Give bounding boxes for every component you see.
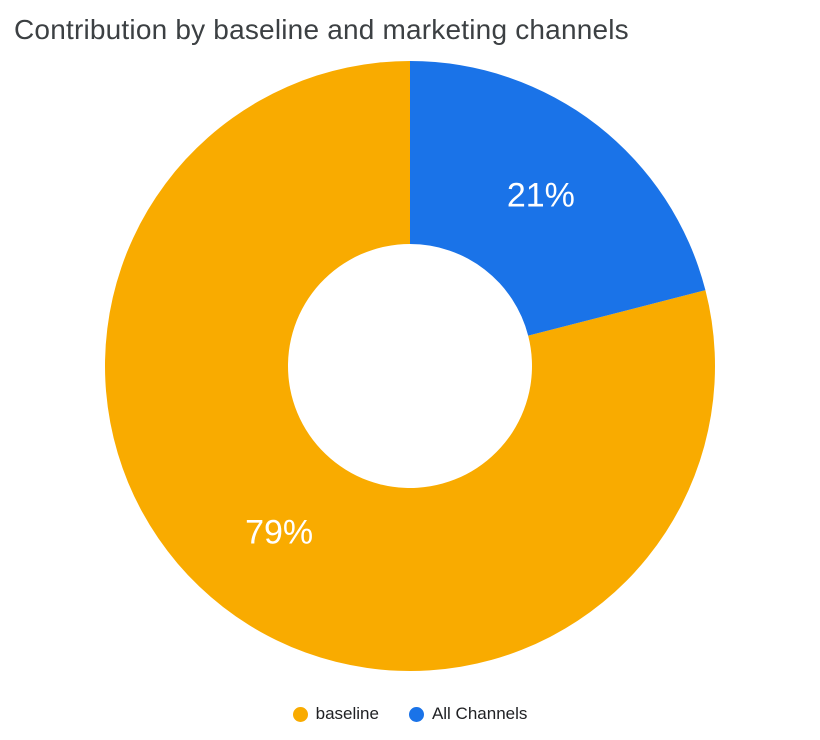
legend-label-baseline: baseline xyxy=(315,704,379,723)
slice-label-baseline: 79% xyxy=(245,514,313,552)
pie-slice-all-channels[interactable] xyxy=(410,61,706,336)
slice-label-all-channels: 21% xyxy=(507,176,575,214)
legend-dot-all-channels xyxy=(408,706,424,722)
donut-chart: 79% 21% xyxy=(105,61,716,671)
legend-item-all-channels[interactable]: All Channels xyxy=(408,704,528,724)
chart-title: Contribution by baseline and marketing c… xyxy=(14,14,629,45)
legend-dot-baseline xyxy=(292,706,308,722)
legend-item-baseline[interactable]: baseline xyxy=(292,704,379,724)
legend-label-all-channels: All Channels xyxy=(431,704,528,723)
donut-chart-area: 79% 21% xyxy=(0,56,820,676)
chart-legend: baseline All Channels xyxy=(0,704,820,724)
pie-slice-baseline[interactable] xyxy=(105,61,716,671)
